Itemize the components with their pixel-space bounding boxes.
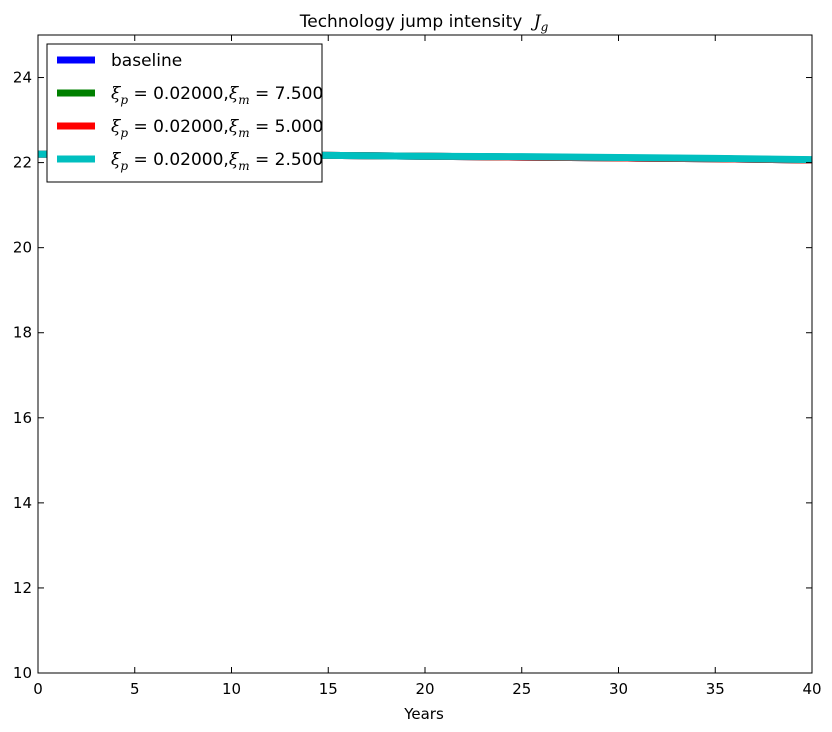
legend-label: ξp = 0.02000,ξm = 2.500 <box>111 150 323 173</box>
x-tick-label: 35 <box>706 680 725 698</box>
legend-label-part: m <box>238 126 249 140</box>
x-axis-label: Years <box>403 705 444 723</box>
y-tick-label: 20 <box>13 239 32 257</box>
x-tick-label: 30 <box>609 680 628 698</box>
legend-label-part: = 0.02000, <box>128 84 229 104</box>
legend-label-part: = 2.500 <box>250 150 324 170</box>
legend-label-part: m <box>238 159 249 173</box>
legend-label-part: ξ <box>111 150 122 170</box>
legend-label-part: ξ <box>111 84 122 104</box>
legend-label-part: = 7.500 <box>250 84 324 104</box>
y-tick-label: 14 <box>13 494 32 512</box>
legend-label-part: = 0.02000, <box>128 117 229 137</box>
chart-title-text: Technology jump intensity <box>299 12 523 32</box>
x-tick-label: 20 <box>415 680 434 698</box>
legend-label-part: ξ <box>229 150 240 170</box>
legend-label-part: = 5.000 <box>250 117 324 137</box>
legend-label-part: ξ <box>229 117 240 137</box>
legend-label-part: ξ <box>111 117 122 137</box>
x-tick-label: 0 <box>33 680 43 698</box>
y-tick-label: 18 <box>13 324 32 342</box>
legend-label-part: p <box>120 159 128 173</box>
y-tick-label: 12 <box>13 579 32 597</box>
chart-title-math-sub: g <box>541 20 549 34</box>
legend-label-part: p <box>120 126 128 140</box>
legend-label-part: = 0.02000, <box>128 150 229 170</box>
legend-label-part: p <box>120 93 128 107</box>
legend-label-part: ξ <box>229 84 240 104</box>
x-tick-label: 5 <box>130 680 140 698</box>
chart-title: Technology jump intensity Jg <box>299 12 549 34</box>
x-tick-label: 40 <box>802 680 821 698</box>
legend-label: ξp = 0.02000,ξm = 5.000 <box>111 117 323 140</box>
legend-label-part: m <box>238 93 249 107</box>
legend-label: ξp = 0.02000,ξm = 7.500 <box>111 84 323 107</box>
y-tick-label: 16 <box>13 409 32 427</box>
y-tick-label: 10 <box>13 664 32 682</box>
chart-title-math: J <box>531 12 542 32</box>
axes-layer: 0 5 10 15 20 25 30 35 40 10 12 14 16 18 20 22 24 <box>13 34 822 698</box>
x-tick-label: 10 <box>222 680 241 698</box>
y-tick-label: 22 <box>13 154 32 172</box>
x-tick-label: 15 <box>319 680 338 698</box>
legend-label: baseline <box>111 51 182 71</box>
x-tick-label: 25 <box>512 680 531 698</box>
y-tick-label: 24 <box>13 69 32 87</box>
